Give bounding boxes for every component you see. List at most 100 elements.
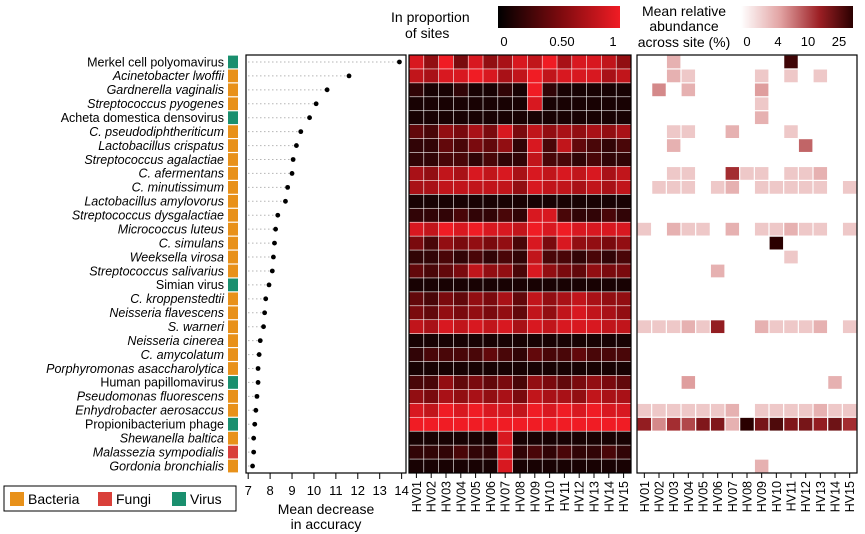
abundance-cell <box>710 459 725 473</box>
proportion-cell <box>468 236 483 250</box>
abundance-cell <box>754 125 769 138</box>
proportion-cell <box>498 222 513 236</box>
proportion-cell <box>483 124 498 139</box>
abundance-cell <box>813 222 828 236</box>
proportion-cell <box>542 166 557 181</box>
abundance-cell <box>784 222 798 236</box>
proportion-cell <box>468 194 483 208</box>
proportion-cell <box>557 222 572 236</box>
proportion-cell <box>498 55 513 69</box>
abundance-cell <box>652 181 666 194</box>
abundance-cell <box>740 97 754 111</box>
kingdom-marker-bacteria <box>228 97 238 111</box>
proportion-cell <box>586 389 602 404</box>
legend-bacteria-swatch <box>10 492 24 506</box>
proportion-cell <box>527 361 542 376</box>
proportion-cell <box>468 83 483 97</box>
proportion-cell <box>586 417 602 431</box>
proportion-cell <box>616 403 631 417</box>
abundance-col-label: HV12 <box>799 481 813 512</box>
abundance-cell <box>784 431 798 445</box>
abundance-cell <box>637 445 652 459</box>
proportion-cell <box>483 264 498 278</box>
proportion-cell <box>409 389 424 404</box>
proportion-cell <box>512 166 528 181</box>
proportion-colorbar-tick-2: 1 <box>609 34 616 49</box>
abundance-cell <box>769 403 784 417</box>
abundance-cell <box>740 459 754 473</box>
abundance-cell <box>784 306 798 320</box>
proportion-cell <box>483 250 498 264</box>
abundance-cell <box>828 417 842 431</box>
proportion-cell <box>586 236 602 250</box>
proportion-cell <box>512 333 528 348</box>
legend-virus-label: Virus <box>190 491 222 507</box>
abundance-cell <box>681 69 696 83</box>
abundance-cell <box>710 208 725 222</box>
proportion-cell <box>616 97 631 111</box>
abundance-cell <box>754 459 769 473</box>
proportion-cell <box>616 236 631 250</box>
proportion-cell <box>586 445 602 459</box>
kingdom-marker-bacteria <box>228 264 238 278</box>
proportion-cell <box>498 138 513 153</box>
abundance-cell <box>710 181 725 194</box>
proportion-cell <box>616 361 631 376</box>
abundance-cell <box>842 167 857 180</box>
abundance-cell <box>710 403 725 417</box>
proportion-cell <box>468 55 483 69</box>
proportion-colorbar-tick-1: 0.50 <box>549 34 574 49</box>
dotplot-points <box>250 59 402 469</box>
abundance-cell <box>813 83 828 97</box>
proportion-cell <box>586 292 602 306</box>
abundance-cell <box>681 83 696 97</box>
proportion-cell <box>601 222 616 236</box>
abundance-cell <box>652 69 666 83</box>
proportion-cell <box>424 459 439 473</box>
proportion-cell <box>572 152 587 167</box>
proportion-cell <box>542 389 557 404</box>
proportion-cell <box>498 250 513 264</box>
proportion-cell <box>586 306 602 320</box>
abundance-cell <box>696 208 710 222</box>
kingdom-marker-virus <box>228 111 238 125</box>
abundance-cell <box>652 194 666 208</box>
proportion-cell <box>468 152 483 167</box>
abundance-cell <box>696 417 710 431</box>
abundance-cell <box>828 348 842 361</box>
legend-virus-swatch <box>172 492 186 506</box>
abundance-cell <box>740 376 754 389</box>
proportion-cell <box>616 347 631 362</box>
abundance-cell <box>652 459 666 473</box>
abundance-cell <box>798 69 813 83</box>
proportion-cell <box>438 417 454 431</box>
abundance-cell <box>666 320 681 334</box>
abundance-cell <box>637 153 652 166</box>
abundance-cell <box>696 264 710 278</box>
proportion-cell <box>572 445 587 459</box>
proportion-cell <box>616 264 631 278</box>
proportion-cell <box>601 69 616 83</box>
abundance-cell <box>725 362 740 375</box>
proportion-cell <box>409 347 424 362</box>
abundance-cell <box>754 403 769 417</box>
proportion-cell <box>409 278 424 292</box>
proportion-cell <box>453 97 468 111</box>
proportion-cell <box>527 180 542 195</box>
abundance-cell <box>813 181 828 194</box>
proportion-cell <box>498 431 513 445</box>
proportion-cell <box>601 278 616 292</box>
abundance-cell <box>813 194 828 208</box>
species-label: Acinetobacter lwoffii <box>112 69 225 83</box>
abundance-cell <box>740 194 754 208</box>
kingdom-marker-bacteria <box>228 292 238 306</box>
abundance-cell <box>769 97 784 111</box>
abundance-cell <box>784 83 798 97</box>
kingdom-markers <box>228 55 238 473</box>
abundance-cell <box>842 362 857 375</box>
abundance-col-label: HV01 <box>638 481 652 512</box>
proportion-cell <box>498 333 513 348</box>
species-label: Simian virus <box>156 278 224 292</box>
abundance-cell <box>740 111 754 125</box>
abundance-cell <box>740 83 754 97</box>
